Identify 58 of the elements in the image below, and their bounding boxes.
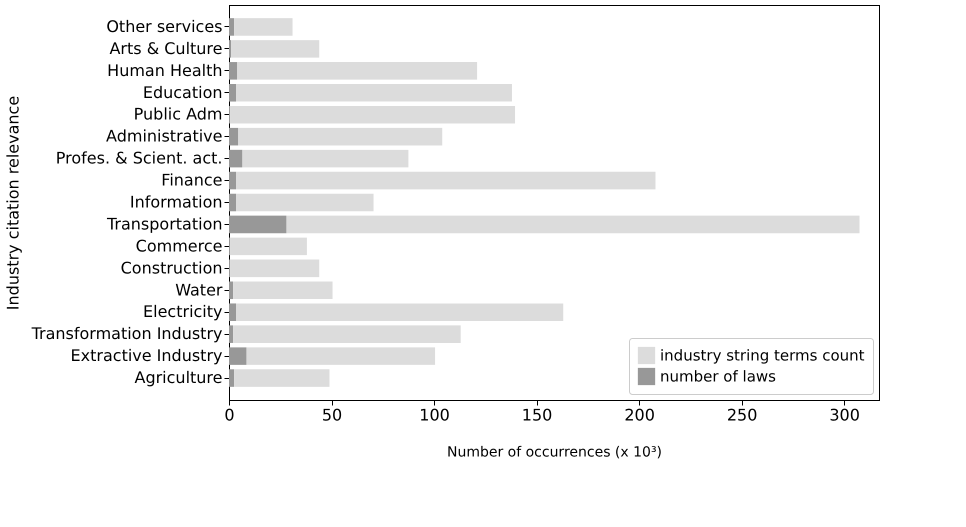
bar (233, 282, 333, 300)
x-tick-label: 200 (624, 406, 655, 424)
x-tick-label: 0 (224, 406, 235, 424)
y-tick-label: Commerce (136, 236, 222, 256)
bar (238, 128, 442, 146)
bar (230, 238, 307, 256)
bar (229, 194, 236, 212)
y-tick-label: Education (142, 82, 222, 102)
bar (246, 347, 436, 365)
y-tick-label: Profes. & Scient. act. (56, 148, 222, 168)
bar (286, 216, 860, 234)
y-tick-label: Human Health (107, 60, 222, 80)
bar (236, 172, 656, 190)
legend-label: number of laws (660, 368, 776, 386)
y-tick-label: Transformation Industry (30, 324, 222, 344)
bar (231, 40, 320, 58)
bar (229, 325, 234, 343)
bar (233, 325, 461, 343)
y-tick-label: Agriculture (134, 368, 222, 388)
bar (229, 150, 242, 168)
legend-label: industry string terms count (660, 346, 865, 364)
y-tick-label: Information (130, 192, 222, 212)
bar (229, 18, 234, 36)
bar (229, 369, 234, 387)
y-tick-label: Electricity (143, 302, 222, 322)
bar (234, 18, 293, 36)
bar (237, 62, 478, 80)
x-tick-label: 50 (322, 406, 342, 424)
bar (229, 62, 238, 80)
y-axis-title: Industry citation relevance (4, 96, 23, 310)
y-tick-label: Other services (106, 16, 222, 36)
bar (236, 194, 374, 212)
bar (229, 303, 236, 321)
bar (230, 106, 516, 124)
x-axis-title: Number of occurrences (x 10³) (446, 444, 662, 460)
bar (236, 84, 512, 102)
y-tick-label: Water (175, 280, 223, 300)
bar (242, 150, 408, 168)
bar (229, 84, 236, 102)
bar (234, 369, 330, 387)
bar (230, 260, 320, 278)
y-tick-label: Arts & Culture (109, 38, 222, 58)
bar (229, 128, 238, 146)
y-tick-label: Extractive Industry (70, 346, 222, 366)
bar (229, 216, 286, 234)
x-tick-label: 150 (522, 406, 552, 424)
bar (236, 303, 564, 321)
y-tick-label: Public Adm (134, 104, 222, 124)
x-tick-label: 100 (419, 406, 450, 424)
x-tick-label: 300 (829, 406, 860, 424)
bar (229, 347, 246, 365)
y-tick-label: Finance (161, 170, 222, 190)
y-tick-label: Transportation (106, 214, 222, 234)
x-tick-label: 250 (726, 406, 758, 424)
y-tick-label: Construction (120, 258, 222, 278)
bar (229, 282, 234, 300)
y-tick-label: Administrative (106, 126, 222, 146)
bar (229, 172, 236, 190)
